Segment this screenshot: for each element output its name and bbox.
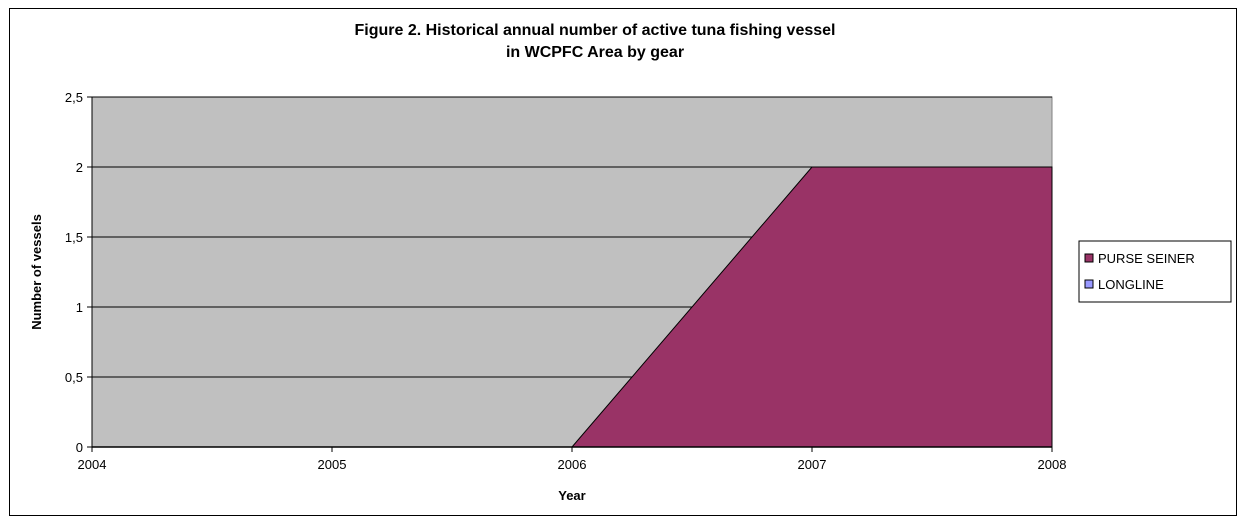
y-tick-label: 0	[76, 440, 83, 455]
y-tick-label: 2	[76, 160, 83, 175]
legend: PURSE SEINER LONGLINE	[1078, 240, 1232, 303]
legend-label-purse-seiner: PURSE SEINER	[1098, 251, 1195, 266]
x-tick-label: 2006	[558, 457, 587, 472]
x-tick-label: 2005	[318, 457, 347, 472]
y-axis-title: Number of vessels	[29, 214, 44, 330]
legend-label-longline: LONGLINE	[1098, 277, 1164, 292]
axes: 0 0,5 1 1,5 2 2,5 2004 2005 2006 2007 2008	[65, 90, 1067, 472]
legend-box	[1078, 240, 1232, 303]
x-tick-label: 2008	[1038, 457, 1067, 472]
chart-title-line: in WCPFC Area by gear	[506, 44, 684, 61]
y-tick-label: 2,5	[65, 90, 83, 105]
y-tick-label: 0,5	[65, 370, 83, 385]
legend-swatch-longline	[1084, 279, 1094, 289]
chart-title: Figure 2. Historical annual number of ac…	[354, 22, 835, 61]
x-axis-title: Year	[558, 488, 585, 503]
chart-title-line: Figure 2. Historical annual number of ac…	[354, 22, 835, 39]
x-tick-label: 2004	[78, 457, 107, 472]
x-tick-label: 2007	[798, 457, 827, 472]
area-chart: 0 0,5 1 1,5 2 2,5 2004 2005 2006 2007 2008 Figure …	[29, 22, 1232, 503]
y-tick-label: 1	[76, 300, 83, 315]
chart-frame: 0 0,5 1 1,5 2 2,5 2004 2005 2006 2007 2008 Figure …	[9, 8, 1237, 516]
y-tick-label: 1,5	[65, 230, 83, 245]
legend-swatch-purse-seiner	[1084, 253, 1094, 263]
